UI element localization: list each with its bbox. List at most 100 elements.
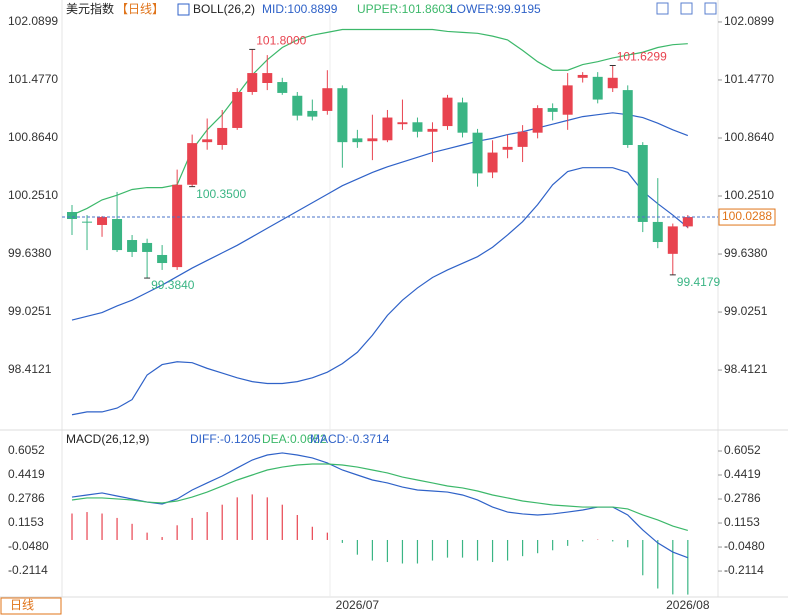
y-tick-label: 99.0251: [724, 304, 768, 318]
macd-title: MACD(26,12,9): [66, 432, 149, 446]
boll-line: [71, 112, 689, 321]
candle-body: [427, 128, 438, 132]
y-tick-label-left: 101.4770: [8, 72, 58, 86]
y-tick-label-left: 0.6052: [8, 443, 45, 457]
y-tick-label-left: 0.4419: [8, 467, 45, 481]
candle-body: [127, 240, 138, 252]
y-tick-label-left: 100.2510: [8, 188, 58, 202]
y-tick-label: 0.2786: [724, 491, 761, 505]
candle-body: [232, 91, 243, 128]
candle-body: [562, 85, 573, 115]
candle-body: [682, 217, 693, 227]
candle-body: [457, 102, 468, 133]
candle-body: [412, 122, 423, 132]
candle-body: [472, 132, 483, 174]
boll-line: [71, 167, 689, 416]
candle-body: [592, 76, 603, 100]
y-tick-label-left: 0.2786: [8, 491, 45, 505]
toolbar-icons[interactable]: [656, 2, 717, 15]
y-tick-label-left: 0.1153: [8, 515, 44, 529]
y-tick-label: 0.6052: [724, 443, 761, 457]
candle-body: [82, 221, 93, 223]
symbol: 美元指数: [66, 1, 114, 16]
candle-body: [502, 146, 513, 150]
annotation-label: 99.3840: [151, 278, 195, 292]
candle-body: [442, 97, 453, 127]
candle-body: [202, 139, 213, 143]
macd-line: [71, 452, 689, 559]
candle-body: [142, 242, 153, 252]
y-tick-label: 102.0899: [724, 14, 774, 28]
x-tick-label: 2026/08: [666, 598, 710, 612]
y-tick-label-left: 98.4121: [8, 362, 52, 376]
icon[interactable]: [680, 2, 693, 15]
macd-dea: DEA:0.0652: [262, 432, 327, 446]
boll-icon[interactable]: [177, 3, 190, 16]
boll-title: BOLL(26,2): [193, 2, 255, 16]
x-tick-label: 2026/07: [336, 598, 380, 612]
boll-upper: UPPER:101.8603: [357, 2, 452, 16]
macd-diff: DIFF:-0.1205: [190, 432, 261, 446]
candle-body: [577, 74, 588, 78]
boll-mid: MID:100.8899: [262, 2, 338, 16]
y-tick-label: 99.6380: [724, 246, 768, 260]
candle-body: [97, 217, 108, 225]
candle-body: [172, 184, 183, 268]
y-tick-label-left: 99.6380: [8, 246, 52, 260]
y-tick-label: 98.4121: [724, 362, 768, 376]
macd-macd: MACD:-0.3714: [310, 432, 390, 446]
candle-body: [307, 110, 318, 117]
y-tick-label-left: 99.0251: [8, 304, 52, 318]
y-tick-label: -0.2114: [724, 563, 764, 577]
candle-body: [292, 95, 303, 116]
candle-body: [652, 221, 663, 243]
candle-body: [517, 131, 528, 147]
annotation-label: 99.4179: [677, 275, 721, 289]
candle-body: [112, 219, 123, 251]
boll-lower: LOWER:99.9195: [450, 2, 541, 16]
candle-body: [622, 90, 633, 145]
candle-body: [547, 108, 558, 112]
candle-body: [157, 254, 168, 264]
annotation-label: 101.8000: [256, 34, 306, 48]
candle-body: [397, 122, 408, 125]
candle-body: [532, 108, 543, 133]
y-tick-label: 0.4419: [724, 467, 761, 481]
y-tick-label: 0.1153: [724, 515, 760, 529]
candle-body: [217, 127, 228, 145]
y-tick-label: 100.8640: [724, 130, 774, 144]
y-tick-label: 101.4770: [724, 72, 774, 86]
y-tick-label: 100.2510: [724, 188, 774, 202]
candle-body: [337, 88, 348, 143]
candle-body: [322, 88, 333, 111]
candle-body: [262, 73, 273, 83]
icon[interactable]: [704, 2, 717, 15]
y-tick-label-left: -0.2114: [8, 563, 48, 577]
candle-body: [487, 152, 498, 173]
candle-body: [637, 144, 648, 222]
macd-line: [71, 463, 688, 531]
candle-body: [187, 143, 198, 185]
y-tick-label: -0.0480: [724, 539, 765, 553]
candle-body: [607, 77, 618, 89]
candle-body: [382, 117, 393, 141]
y-tick-label-left: 102.0899: [8, 14, 58, 28]
candle-body: [667, 226, 678, 254]
candle-body: [277, 82, 288, 93]
y-tick-label-left: -0.0480: [8, 539, 49, 553]
last-price-box: [718, 208, 776, 226]
y-tick-label-left: 100.8640: [8, 130, 58, 144]
annotation-label: 101.6299: [617, 50, 667, 64]
period-button-label[interactable]: 日线: [10, 598, 34, 612]
period-button[interactable]: [0, 597, 62, 615]
annotation-label: 100.3500: [196, 187, 246, 201]
candle-body: [247, 73, 258, 92]
candle-body: [67, 212, 77, 220]
candle-body: [367, 138, 378, 142]
last-price-label: 100.0288: [722, 209, 772, 223]
icon[interactable]: [656, 2, 669, 15]
candle-body: [352, 138, 363, 143]
period[interactable]: 【日线】: [116, 2, 164, 16]
